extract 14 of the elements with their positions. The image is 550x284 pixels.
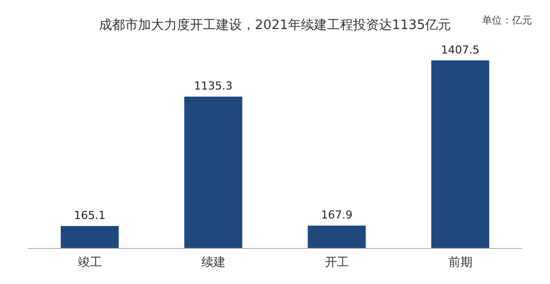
data-label: 1135.3 [194, 80, 232, 93]
x-tick-label: 竣工 [78, 255, 102, 269]
x-tick-label: 续建 [201, 255, 226, 269]
bar [431, 60, 490, 248]
x-tick-label: 开工 [324, 255, 349, 269]
bar [60, 226, 119, 248]
data-label: 167.9 [321, 208, 352, 222]
bar [184, 96, 242, 248]
x-tick-label: 前期 [448, 255, 472, 269]
chart-title: 成都市加大力度开工建设，2021年续建工程投资达1135亿元 [98, 17, 452, 33]
data-label: 1407.5 [441, 43, 480, 56]
text: 单位：亿元 [482, 14, 532, 26]
data-label: 165.1 [74, 208, 106, 222]
bar [308, 226, 366, 248]
